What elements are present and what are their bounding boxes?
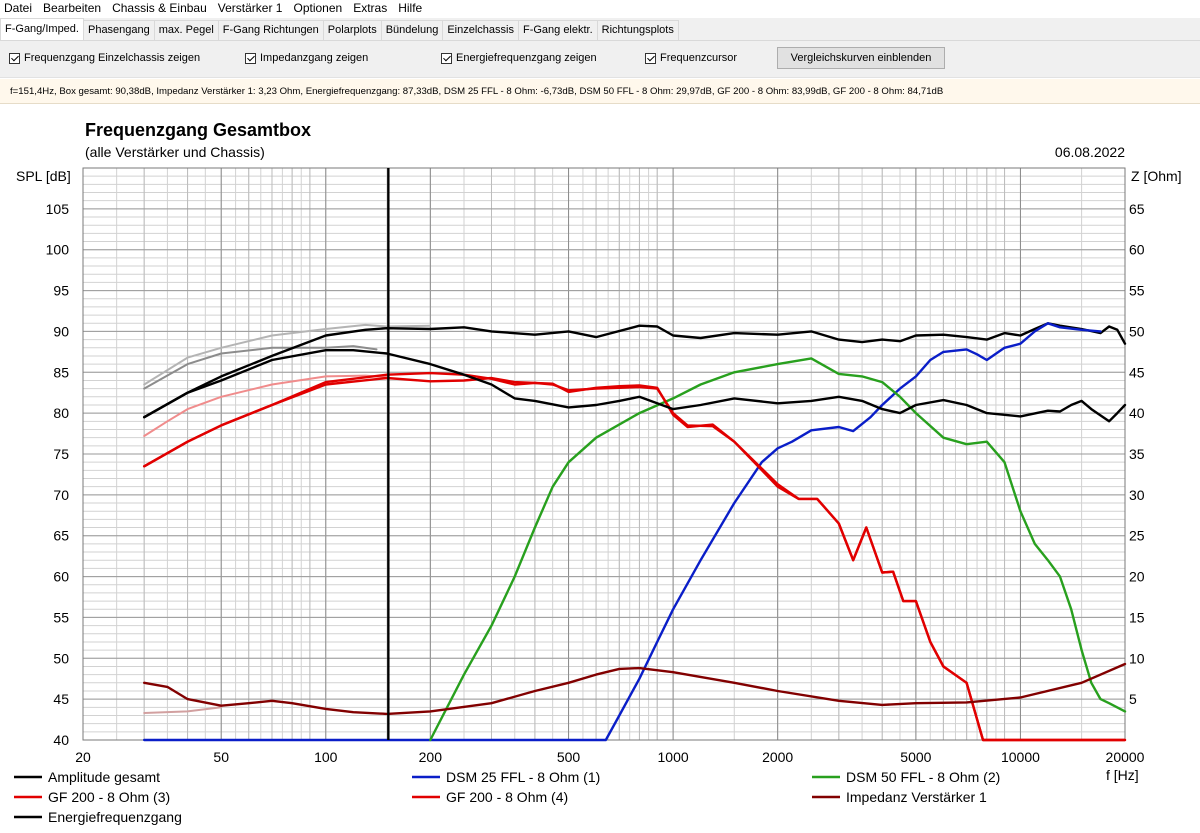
y-tick-label: 65 xyxy=(53,528,69,544)
y2-tick-label: 50 xyxy=(1129,323,1145,339)
y2-tick-label: 25 xyxy=(1129,528,1145,544)
tab-phasengang[interactable]: Phasengang xyxy=(82,20,155,40)
curve-impedanz-verst-rker-1 xyxy=(143,662,1127,716)
tab-bar: F-Gang/Imped. Phasengang max. Pegel F-Ga… xyxy=(0,18,1200,41)
checkbox-checked-icon[interactable] xyxy=(9,52,20,64)
tab-polarplots[interactable]: Polarplots xyxy=(322,20,382,40)
x-tick-label: 20000 xyxy=(1106,749,1145,765)
vergleichskurven-button[interactable]: Vergleichskurven einblenden xyxy=(777,47,945,69)
x-tick-label: 10000 xyxy=(1001,749,1040,765)
curve-vergleich-1 xyxy=(143,345,378,390)
tab-buendelung[interactable]: Bündelung xyxy=(380,20,444,40)
menu-hilfe[interactable]: Hilfe xyxy=(398,1,423,15)
tab-richtungsplots[interactable]: Richtungsplots xyxy=(596,20,679,40)
y2-tick-label: 10 xyxy=(1129,650,1145,666)
checkbox-checked-icon[interactable] xyxy=(441,52,452,64)
einzelchassis-checkbox-label: Frequenzgang Einzelchassis zeigen xyxy=(24,52,201,64)
y2-tick-label: 5 xyxy=(1129,691,1137,707)
legend-label: GF 200 - 8 Ohm (3) xyxy=(48,789,170,805)
curve-dsm-25-ffl-8-ohm-1 xyxy=(143,322,1102,742)
menu-verstaerker[interactable]: Verstärker 1 xyxy=(217,1,283,15)
legend-label: Energiefrequenzgang xyxy=(48,809,182,825)
y2-tick-label: 35 xyxy=(1129,446,1145,462)
frequenzcursor-checkbox[interactable]: Frequenzcursor xyxy=(645,52,737,64)
y-axis-label: SPL [dB] xyxy=(16,168,71,184)
impedanzgang-checkbox-label: Impedanzgang zeigen xyxy=(260,52,369,64)
y-tick-label: 80 xyxy=(53,405,69,421)
x-tick-label: 50 xyxy=(213,749,229,765)
legend: Amplitude gesamt DSM 25 FFL - 8 Ohm (1) DS… xyxy=(14,769,1000,825)
y-tick-label: 105 xyxy=(46,201,70,217)
tab-fgang-richtungen[interactable]: F-Gang Richtungen xyxy=(217,20,324,40)
legend-label: DSM 50 FFL - 8 Ohm (2) xyxy=(846,769,1000,785)
menu-datei[interactable]: Datei xyxy=(4,1,33,15)
menu-chassis-einbau[interactable]: Chassis & Einbau xyxy=(112,1,207,15)
x-tick-label: 5000 xyxy=(900,749,931,765)
y-tick-label: 45 xyxy=(53,691,69,707)
legend-label: GF 200 - 8 Ohm (4) xyxy=(446,789,568,805)
legend-label: Amplitude gesamt xyxy=(48,769,160,785)
y2-tick-label: 60 xyxy=(1129,242,1145,258)
y-tick-label: 85 xyxy=(53,364,69,380)
menu-bar: Datei Bearbeiten Chassis & Einbau Verstä… xyxy=(0,0,1200,17)
y2-tick-label: 30 xyxy=(1129,487,1145,503)
y-tick-label: 40 xyxy=(53,732,69,748)
curve-gf-200-8-ohm-4 xyxy=(143,371,1127,742)
curve-amplitude-gesamt xyxy=(143,322,1127,419)
tab-einzelchassis[interactable]: Einzelchassis xyxy=(442,20,519,40)
checkbox-checked-icon[interactable] xyxy=(645,52,656,64)
y-tick-label: 100 xyxy=(46,242,70,258)
curve-vergleich-3 xyxy=(143,374,388,437)
chart-title: Frequenzgang Gesamtbox xyxy=(85,120,311,140)
tab-fgang-imped[interactable]: F-Gang/Imped. xyxy=(0,18,84,40)
tab-fgang-elektr[interactable]: F-Gang elektr. xyxy=(517,20,598,40)
y-tick-label: 55 xyxy=(53,609,69,625)
energiefrequenzgang-checkbox[interactable]: Energiefrequenzgang zeigen xyxy=(441,52,597,64)
x-axis-label: f [Hz] xyxy=(1106,767,1139,783)
curve-vergleich-2 xyxy=(143,323,432,386)
frequenzcursor-checkbox-label: Frequenzcursor xyxy=(660,52,738,64)
impedanzgang-checkbox[interactable]: Impedanzgang zeigen xyxy=(245,52,368,64)
einzelchassis-checkbox[interactable]: Frequenzgang Einzelchassis zeigen xyxy=(9,52,200,64)
x-tick-label: 200 xyxy=(419,749,443,765)
menu-bearbeiten[interactable]: Bearbeiten xyxy=(43,1,102,15)
x-tick-label: 100 xyxy=(314,749,338,765)
chart-subtitle: (alle Verstärker und Chassis) xyxy=(85,144,265,160)
x-tick-label: 2000 xyxy=(762,749,793,765)
menu-extras[interactable]: Extras xyxy=(353,1,388,15)
energiefrequenzgang-checkbox-label: Energiefrequenzgang zeigen xyxy=(456,52,597,64)
grid xyxy=(82,167,1126,741)
menu-optionen[interactable]: Optionen xyxy=(293,1,343,15)
y-tick-label: 60 xyxy=(53,569,69,585)
checkbox-checked-icon[interactable] xyxy=(245,52,256,64)
cursor-readout: f=151,4Hz, Box gesamt: 90,38dB, Impedanz… xyxy=(0,79,1200,104)
y2-tick-label: 45 xyxy=(1129,364,1145,380)
y2-tick-label: 15 xyxy=(1129,609,1145,625)
curve-energiefrequenzgang xyxy=(143,349,1127,423)
tab-max-pegel[interactable]: max. Pegel xyxy=(153,20,219,40)
options-bar: Frequenzgang Einzelchassis zeigen Impeda… xyxy=(0,41,1200,78)
y-tick-label: 90 xyxy=(53,323,69,339)
tick-labels: 40 45 50 55 60 65 70 75 80 85 90 95 100 105 5 10 15 20 25 3… xyxy=(46,201,1145,765)
y2-tick-label: 55 xyxy=(1129,283,1145,299)
x-tick-label: 20 xyxy=(75,749,91,765)
x-tick-label: 1000 xyxy=(658,749,689,765)
y2-tick-label: 65 xyxy=(1129,201,1145,217)
y-tick-label: 95 xyxy=(53,283,69,299)
y2-tick-label: 40 xyxy=(1129,405,1145,421)
curve-dsm-50-ffl-8-ohm-2 xyxy=(429,357,1127,742)
y2-axis-label: Z [Ohm] xyxy=(1131,168,1182,184)
legend-label: DSM 25 FFL - 8 Ohm (1) xyxy=(446,769,600,785)
chart-date: 06.08.2022 xyxy=(1055,144,1125,160)
x-tick-label: 500 xyxy=(557,749,581,765)
y-tick-label: 75 xyxy=(53,446,69,462)
frequency-response-chart: Frequenzgang Gesamtbox (alle Verstärker … xyxy=(14,120,1182,825)
legend-label: Impedanz Verstärker 1 xyxy=(846,789,987,805)
y2-tick-label: 20 xyxy=(1129,569,1145,585)
y-tick-label: 70 xyxy=(53,487,69,503)
curves xyxy=(143,168,1127,742)
y-tick-label: 50 xyxy=(53,650,69,666)
curve-vergleich-impedanz xyxy=(143,706,223,714)
